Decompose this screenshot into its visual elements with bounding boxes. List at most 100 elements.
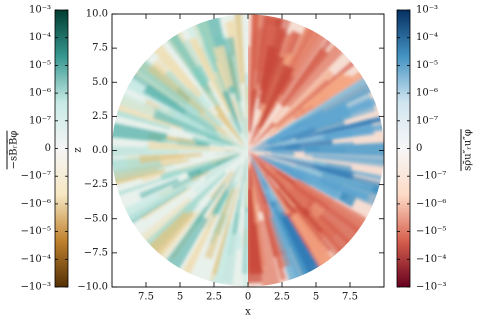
streak xyxy=(249,14,260,100)
colorbar-tick-label: 0 xyxy=(45,143,51,154)
y-tick-label: 0.0 xyxy=(92,145,108,156)
streak xyxy=(255,102,277,137)
x-tick-label: 2.5 xyxy=(274,292,290,303)
x-label: x xyxy=(245,307,251,318)
streak xyxy=(281,214,324,280)
colorbar-tick-label: 10⁻⁶ xyxy=(29,88,51,99)
streak xyxy=(269,216,306,287)
streak xyxy=(148,141,237,151)
streak xyxy=(200,163,217,172)
streak xyxy=(258,155,288,173)
streak xyxy=(243,212,248,287)
streak xyxy=(158,164,175,171)
colorbar-tick-label: −10⁻⁵ xyxy=(21,226,51,237)
colorbar-tick-label: 10⁻³ xyxy=(29,5,51,16)
colorbar-label: −sB̄ᵣB̄φ xyxy=(8,131,20,170)
streak xyxy=(244,85,248,139)
streak xyxy=(255,219,289,287)
streak xyxy=(232,153,248,235)
x-tick-label: 0 xyxy=(245,292,251,303)
streak xyxy=(153,54,219,121)
colorbar-tick-label: −10⁻⁵ xyxy=(416,226,446,237)
streak xyxy=(182,171,227,215)
streak xyxy=(279,76,369,133)
y-tick-label: −7.5 xyxy=(84,247,108,258)
streak xyxy=(257,63,295,128)
streak xyxy=(270,151,295,156)
x-tick-label: 7.5 xyxy=(342,292,358,303)
colorbar-tick-label: 10⁻⁷ xyxy=(416,115,438,126)
streak xyxy=(123,177,194,223)
colorbar-tick-label: 10⁻⁵ xyxy=(416,60,438,71)
streak xyxy=(254,157,324,234)
streak xyxy=(251,103,288,147)
streak xyxy=(192,154,243,194)
streak xyxy=(248,188,263,284)
streak xyxy=(275,79,332,128)
colorbar-tick-label: 10⁻⁷ xyxy=(29,115,51,126)
streak xyxy=(213,45,234,88)
streak xyxy=(280,47,329,108)
colorbar-tick-label: 0 xyxy=(416,143,422,154)
streak xyxy=(243,157,248,182)
streak xyxy=(283,163,368,200)
streak xyxy=(253,161,286,214)
colorbar-tick-label: 10⁻⁴ xyxy=(29,32,51,43)
streak xyxy=(215,151,238,155)
streak xyxy=(112,164,165,192)
streak xyxy=(188,36,235,123)
colorbar-tick-label: 10⁻⁴ xyxy=(416,32,438,43)
streak xyxy=(214,127,248,151)
streak xyxy=(249,153,266,177)
streak xyxy=(294,178,375,233)
y-label: z xyxy=(73,147,84,152)
streak xyxy=(271,140,333,149)
streak xyxy=(233,233,243,250)
y-tick-label: −2.5 xyxy=(84,179,108,190)
x-tick-label: 5 xyxy=(177,292,183,303)
streak xyxy=(232,14,245,84)
colorbar-tick-label: 10⁻³ xyxy=(416,5,438,16)
streak xyxy=(139,152,202,164)
streak xyxy=(211,165,241,218)
x-tick-label: 5 xyxy=(313,292,319,303)
y-tick-label: 2.5 xyxy=(92,111,108,122)
streak xyxy=(216,112,244,145)
streak xyxy=(218,135,246,150)
streak xyxy=(263,210,287,281)
colorbar-tick-label: −10⁻⁷ xyxy=(416,171,446,182)
streak xyxy=(112,102,171,130)
x-tick-label: 2.5 xyxy=(206,292,222,303)
colorbar-tick-label: 10⁻⁵ xyxy=(29,60,51,71)
streak xyxy=(203,232,230,287)
streak xyxy=(251,158,269,190)
streak xyxy=(259,124,295,145)
streak xyxy=(164,214,208,272)
streak xyxy=(147,62,206,115)
streak xyxy=(204,153,243,180)
streak xyxy=(182,213,218,276)
colorbar-tick-label: −10⁻⁴ xyxy=(21,254,51,265)
streak xyxy=(212,187,239,275)
streak xyxy=(228,115,244,142)
colorbar-label: sρ̄u″ᵣu″φ xyxy=(463,129,474,171)
streak xyxy=(132,196,193,250)
streak xyxy=(205,140,230,147)
streak xyxy=(268,111,302,136)
streak xyxy=(257,164,285,202)
colorbar-tick-label: −10⁻³ xyxy=(21,282,51,293)
streak xyxy=(255,14,288,73)
streak xyxy=(271,69,337,130)
y-tick-label: 10.0 xyxy=(86,9,108,20)
right-half xyxy=(248,14,384,287)
x-tick-label: 7.5 xyxy=(138,292,154,303)
streak xyxy=(183,102,217,129)
streak xyxy=(301,72,348,111)
streak xyxy=(249,124,259,145)
streak xyxy=(161,138,196,145)
streak xyxy=(162,28,221,109)
colorbar-tick-label: 10⁻⁶ xyxy=(416,88,438,99)
streak xyxy=(250,164,267,213)
streak xyxy=(200,171,236,230)
colorbar-tick-label: −10⁻⁶ xyxy=(416,198,446,209)
